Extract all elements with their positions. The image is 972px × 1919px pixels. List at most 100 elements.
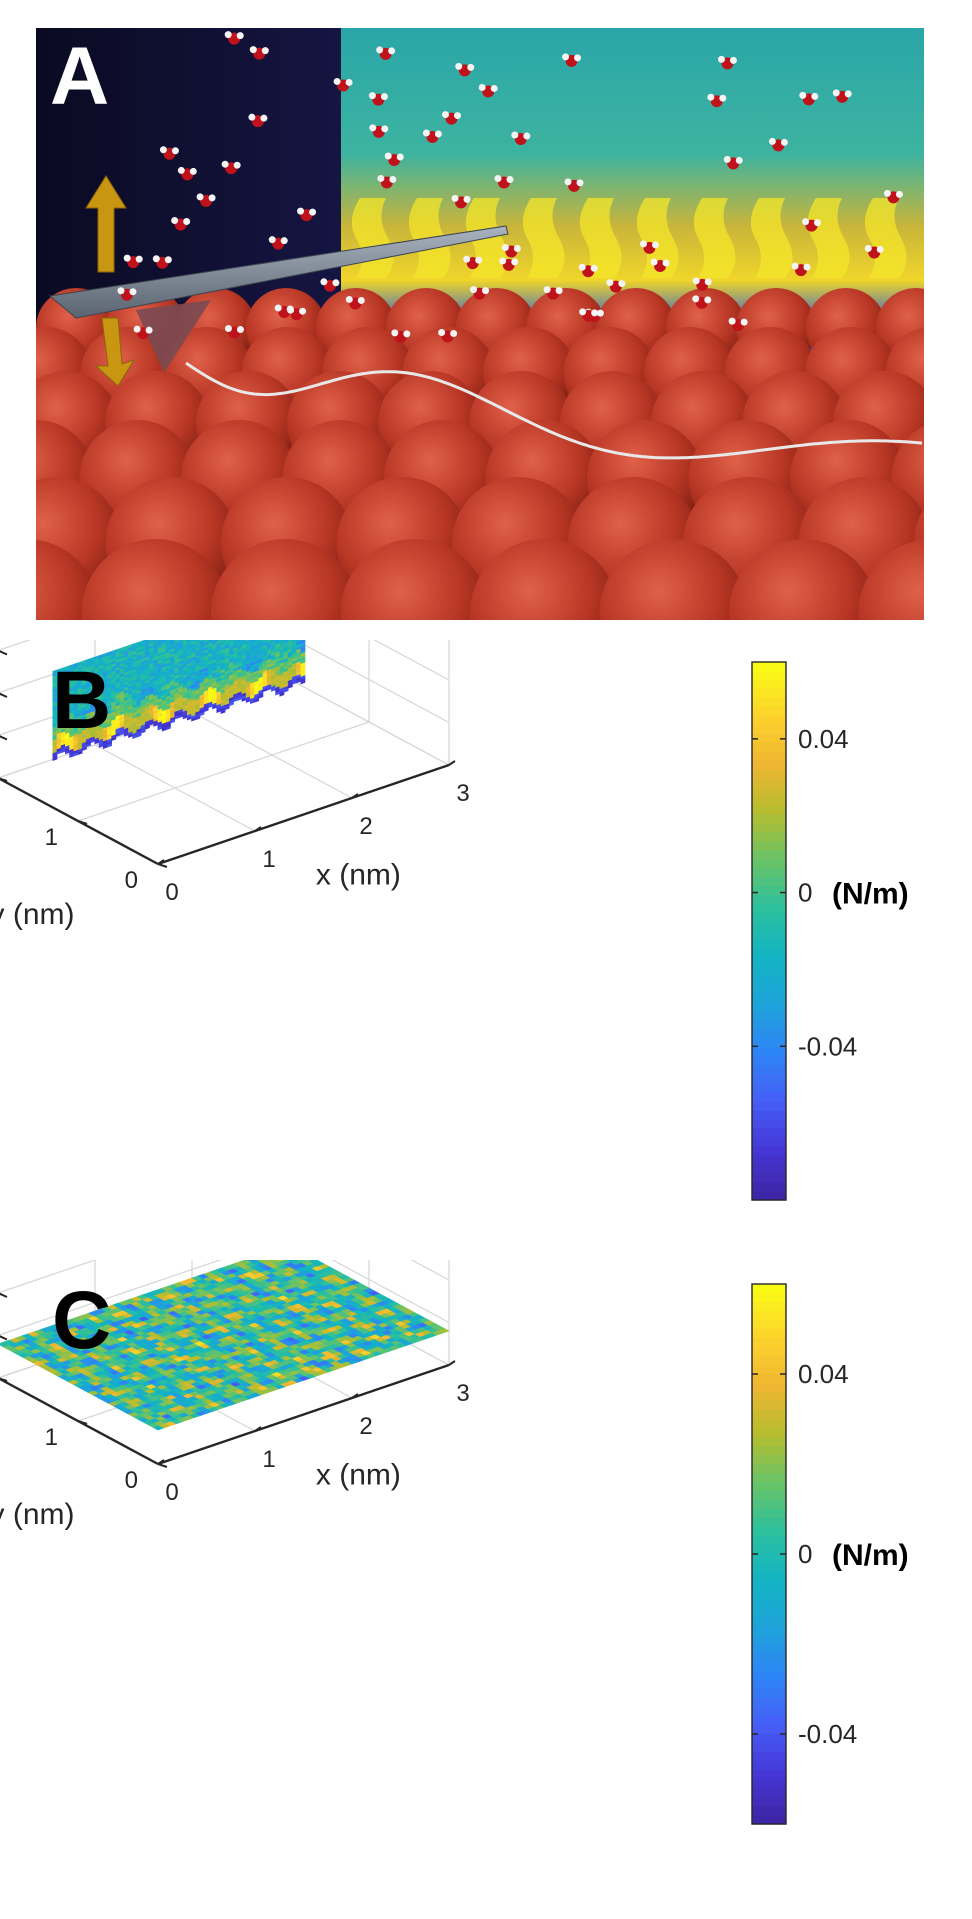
colorbar-segment (752, 1815, 786, 1825)
water-molecule (799, 91, 819, 106)
water-molecule (768, 137, 788, 152)
colorbar-segment (752, 1110, 786, 1120)
water-molecule (564, 178, 584, 192)
water-molecule (345, 295, 365, 310)
water-molecule (494, 175, 514, 189)
colorbar-segment (752, 796, 786, 807)
colorbar-segment (752, 1356, 786, 1366)
colorbar: 0.04 0 (N/m) -0.04 (751, 661, 909, 1201)
x-tick-label: 1 (262, 846, 275, 873)
colorbar-segment (752, 1446, 786, 1456)
y-tick (157, 1463, 168, 1468)
colorbar-segment (752, 1608, 786, 1618)
colorbar-segment (752, 1329, 786, 1339)
colorbar-tick-label: 0.04 (798, 724, 849, 754)
x-tick (448, 1360, 456, 1366)
colorbar-segment (752, 1119, 786, 1129)
colorbar-segment (752, 913, 786, 923)
hydration-peak (693, 198, 736, 278)
water-molecule (196, 193, 216, 207)
colorbar-tick-label: 0 (798, 1539, 812, 1569)
water-molecule (152, 255, 172, 269)
water-molecule (297, 207, 317, 222)
y-tick-label: 0 (125, 1467, 138, 1494)
colorbar-segment (752, 1491, 786, 1501)
colorbar: 0.04 0 (N/m) -0.04 (751, 1283, 909, 1825)
water-molecule (268, 236, 288, 250)
colorbar-segment (752, 1752, 786, 1762)
water-molecule (451, 194, 471, 209)
colorbar-segment (752, 1383, 786, 1393)
colorbar-segment (752, 1653, 786, 1663)
water-molecule (543, 286, 563, 300)
chart-c-3d-slice: 012301200.511.5x (nm)y (nm)z (nm)0.040(N… (0, 1150, 909, 1825)
colorbar-segment (752, 1164, 786, 1174)
colorbar-segment (752, 859, 786, 869)
water-molecule (133, 325, 153, 340)
colorbar-segment (752, 1770, 786, 1780)
colorbar-segment (752, 1284, 786, 1294)
colorbar-segment (752, 787, 786, 798)
colorbar-segment (752, 1401, 786, 1411)
colorbar-segment (752, 733, 786, 744)
water-molecule (832, 89, 852, 103)
hydration-peak (636, 198, 679, 278)
colorbar-segment (752, 1698, 786, 1708)
water-molecule (791, 262, 811, 277)
colorbar-segment (752, 1320, 786, 1330)
y-tick (77, 820, 88, 825)
colorbar-segment (752, 1092, 786, 1102)
colorbar-tick-label: -0.04 (798, 1031, 857, 1061)
colorbar-segment (752, 1137, 786, 1147)
colorbar-tick-label: 0.04 (798, 1359, 849, 1389)
water-molecule (369, 124, 389, 138)
x-tick-label: 2 (359, 1413, 372, 1440)
colorbar-segment (752, 1146, 786, 1156)
colorbar-segment (752, 850, 786, 860)
colorbar-segment (752, 1101, 786, 1111)
water-molecule (864, 244, 884, 259)
x-axis-label: x (nm) (316, 859, 401, 892)
panel-letter-a: A (50, 31, 110, 122)
water-molecule (578, 263, 598, 278)
colorbar-segment (752, 841, 786, 851)
colorbar-segment (752, 1527, 786, 1537)
colorbar-segment (752, 922, 786, 932)
colorbar-segment (752, 805, 786, 816)
colorbar-segment (752, 670, 786, 681)
colorbar-segment (752, 1065, 786, 1076)
colorbar-segment (752, 742, 786, 753)
colorbar-segment (752, 993, 786, 1004)
colorbar-segment (752, 886, 786, 896)
water-molecule (320, 278, 340, 292)
colorbar-unit-label: (N/m) (832, 878, 909, 911)
x-tick (351, 793, 359, 799)
colorbar-segment (752, 868, 786, 878)
colorbar-segment (752, 984, 786, 995)
water-molecule (501, 244, 521, 258)
colorbar-segment (752, 1680, 786, 1690)
colorbar-segment (752, 662, 786, 672)
y-tick-label: 0 (125, 867, 138, 894)
water-molecule (177, 166, 197, 181)
colorbar-segment (752, 1455, 786, 1465)
colorbar-segment (752, 769, 786, 780)
colorbar-segment (752, 1155, 786, 1165)
colorbar-segment (752, 679, 786, 690)
water-molecule (707, 93, 727, 108)
gridline (77, 721, 370, 822)
water-molecule (224, 31, 244, 45)
water-molecule (883, 189, 903, 204)
colorbar-segment (752, 1173, 786, 1183)
colorbar-segment (752, 1428, 786, 1438)
hydration-peak (807, 198, 850, 278)
y-axis-label: y (nm) (0, 1498, 75, 1531)
colorbar-segment (752, 1509, 786, 1519)
oscillation-wave (185, 361, 923, 460)
colorbar-segment (752, 760, 786, 771)
colorbar-segment (752, 1347, 786, 1357)
water-molecule (478, 83, 498, 98)
colorbar-segment (752, 1644, 786, 1654)
colorbar-segment (752, 948, 786, 959)
colorbar-segment (752, 1083, 786, 1093)
